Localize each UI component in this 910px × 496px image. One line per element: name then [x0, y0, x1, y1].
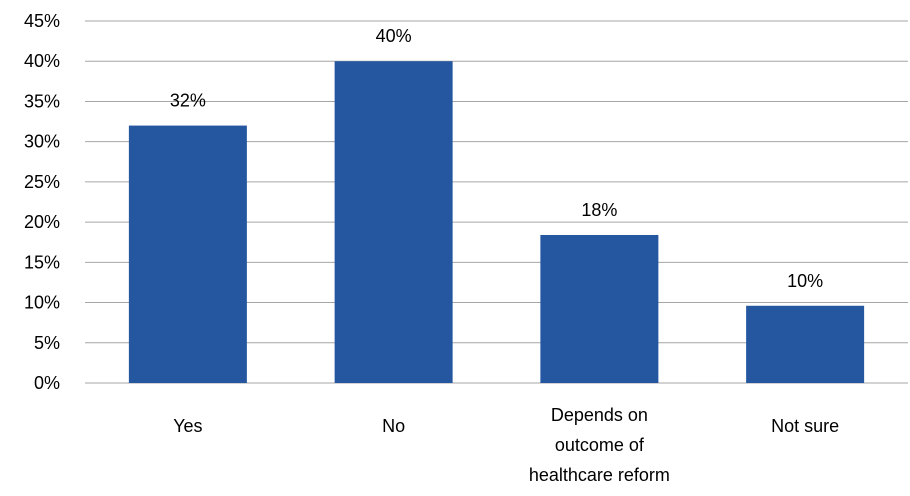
bar	[334, 61, 453, 383]
x-tick-label-line: healthcare reform	[529, 465, 670, 485]
x-tick-label: No	[382, 416, 405, 436]
x-tick-label: Yes	[173, 416, 202, 436]
data-labels: 32% 40% 18% 10%	[170, 26, 823, 291]
y-tick-label: 25%	[24, 172, 60, 192]
x-tick-label: Depends on outcome of healthcare reform	[529, 405, 670, 485]
data-label: 40%	[376, 26, 412, 46]
y-tick-label: 0%	[34, 373, 60, 393]
x-tick-label: Not sure	[771, 416, 839, 436]
x-axis-ticks: Yes No Depends on outcome of healthcare refo…	[173, 405, 839, 485]
bar	[746, 305, 865, 383]
data-label: 10%	[787, 271, 823, 291]
y-tick-label: 35%	[24, 91, 60, 111]
y-tick-label: 30%	[24, 132, 60, 152]
bar	[128, 125, 247, 384]
x-tick-label-line: outcome of	[555, 435, 645, 455]
y-tick-label: 20%	[24, 212, 60, 232]
y-tick-label: 45%	[24, 11, 60, 31]
data-label: 32%	[170, 91, 206, 111]
x-tick-label-line: No	[382, 416, 405, 436]
data-label: 18%	[581, 200, 617, 220]
bar	[540, 234, 659, 383]
y-axis-ticks: 0% 5% 10% 15% 20% 25% 30% 35% 40% 45%	[24, 11, 60, 393]
y-tick-label: 10%	[24, 293, 60, 313]
y-tick-label: 15%	[24, 252, 60, 272]
x-tick-label-line: Yes	[173, 416, 202, 436]
x-tick-label-line: Not sure	[771, 416, 839, 436]
y-tick-label: 5%	[34, 333, 60, 353]
y-tick-label: 40%	[24, 51, 60, 71]
bars	[128, 61, 865, 384]
x-tick-label-line: Depends on	[551, 405, 648, 425]
